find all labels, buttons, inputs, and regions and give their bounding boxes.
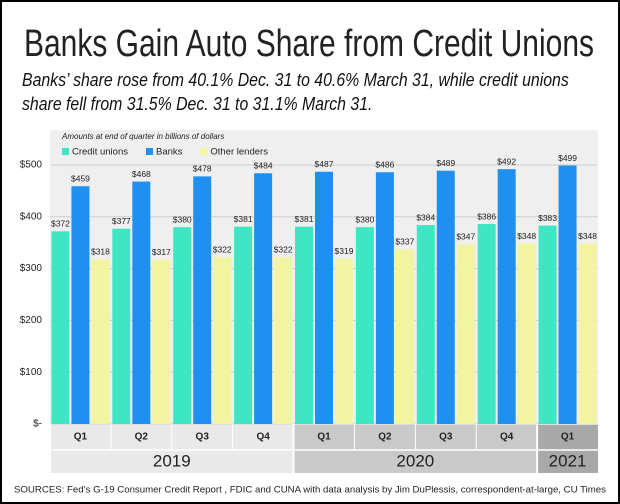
value-label: $319: [335, 246, 354, 256]
legend-swatch: [62, 148, 69, 155]
x-tick-label: Q2: [135, 432, 149, 443]
bar: [132, 181, 151, 424]
bar: [355, 227, 374, 424]
year-label: 2021: [549, 451, 587, 470]
x-tick-label: Q2: [378, 432, 392, 443]
value-label: $489: [436, 158, 455, 168]
value-label: $347: [456, 232, 475, 242]
bar: [375, 172, 394, 424]
value-label: $492: [497, 156, 516, 166]
bar: [91, 259, 110, 424]
legend-swatch: [145, 148, 153, 155]
value-label: $380: [173, 214, 192, 224]
x-tick-label: Q4: [256, 432, 270, 443]
bar: [51, 231, 70, 424]
legend-label: Other lenders: [210, 147, 268, 158]
value-label: $386: [477, 211, 496, 221]
value-label: $337: [395, 237, 414, 247]
bar: [173, 227, 192, 424]
value-label: $380: [355, 214, 374, 224]
x-tick-label: Q1: [74, 432, 88, 443]
year-label: 2019: [153, 451, 191, 470]
bar: [193, 176, 212, 424]
year-band: [537, 425, 598, 473]
bar: [436, 170, 455, 424]
value-label: $486: [375, 160, 394, 170]
y-tick-label: $500: [20, 160, 43, 171]
bar: [315, 171, 333, 424]
bar: [395, 249, 414, 424]
value-label: $348: [578, 231, 597, 241]
x-tick-label: Q3: [196, 432, 210, 443]
value-label: $322: [274, 244, 293, 254]
bar: [416, 225, 435, 424]
bar: [538, 225, 557, 424]
value-label: $383: [538, 213, 557, 223]
chart-title: Banks Gain Auto Share from Credit Unions: [24, 23, 594, 65]
bar: [295, 226, 313, 424]
value-label: $459: [71, 173, 90, 183]
y-tick-label: $-: [33, 419, 42, 430]
value-label: $322: [213, 244, 232, 254]
legend-label: Banks: [156, 147, 183, 158]
bar: [517, 243, 536, 424]
x-tick-label: Q4: [500, 432, 514, 443]
value-label: $318: [91, 247, 110, 257]
value-label: $484: [254, 161, 273, 171]
y-tick-label: $300: [20, 263, 43, 274]
value-label: $381: [295, 214, 314, 224]
source: SOURCES: Fed’s G-19 Consumer Credit Repo…: [14, 485, 606, 496]
value-label: $377: [112, 216, 131, 226]
bar: [254, 173, 273, 424]
value-label: $478: [193, 164, 212, 174]
value-label: $317: [152, 247, 171, 257]
note: Amounts at end of quarter in billions of…: [61, 132, 224, 141]
y-tick-label: $400: [20, 211, 43, 222]
value-label: $348: [517, 231, 536, 241]
value-label: $372: [51, 219, 70, 229]
value-label: $384: [416, 212, 435, 222]
y-tick-label: $100: [20, 367, 43, 378]
bar: [335, 258, 353, 424]
y-tick-label: $200: [20, 315, 43, 326]
legend-swatch: [200, 148, 208, 155]
bar: [234, 226, 253, 424]
bar: [456, 244, 475, 424]
value-label: $499: [558, 153, 577, 163]
bar: [274, 257, 293, 424]
value-label: $468: [132, 169, 151, 179]
bar: [152, 259, 171, 424]
bar: [558, 165, 577, 424]
legend-label: Credit unions: [72, 147, 128, 158]
bar: [477, 224, 496, 424]
bar: [497, 169, 516, 424]
x-tick-label: Q3: [439, 432, 453, 443]
year-label: 2020: [396, 451, 434, 470]
bar: [71, 186, 90, 424]
x-tick-label: Q1: [317, 432, 331, 443]
bar: [213, 257, 232, 424]
value-label: $487: [315, 159, 334, 169]
bar: [112, 228, 131, 424]
bar: [578, 243, 597, 424]
value-label: $381: [234, 214, 253, 224]
subtitle: Banks’ share rose from 40.1% Dec. 31 to …: [22, 70, 569, 114]
x-tick-label: Q1: [561, 432, 575, 443]
